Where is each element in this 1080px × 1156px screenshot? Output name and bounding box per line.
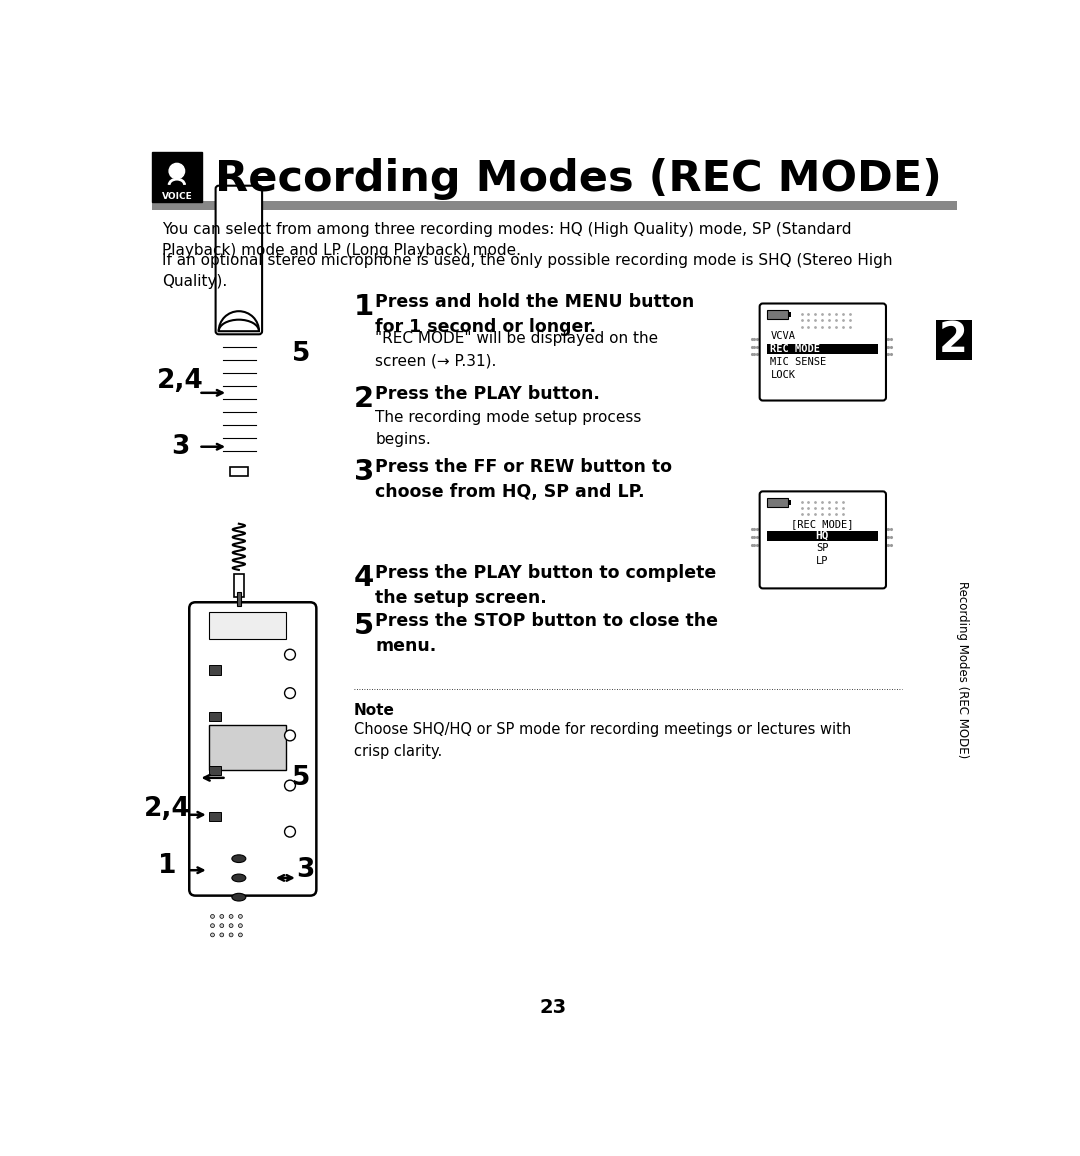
Circle shape — [284, 731, 296, 741]
Circle shape — [220, 914, 224, 918]
Text: Note: Note — [353, 703, 394, 718]
Text: 4: 4 — [353, 564, 374, 592]
Text: 3: 3 — [353, 458, 374, 487]
FancyBboxPatch shape — [216, 186, 262, 334]
Circle shape — [284, 688, 296, 698]
Text: 2,4: 2,4 — [157, 369, 203, 394]
FancyBboxPatch shape — [759, 491, 886, 588]
Ellipse shape — [232, 854, 246, 862]
Text: 5: 5 — [293, 765, 311, 791]
Text: Choose SHQ/HQ or SP mode for recording meetings or lectures with
crisp clarity.: Choose SHQ/HQ or SP mode for recording m… — [353, 722, 851, 759]
Text: SP: SP — [816, 543, 828, 554]
Text: Press the PLAY button to complete
the setup screen.: Press the PLAY button to complete the se… — [375, 564, 716, 607]
Circle shape — [211, 933, 215, 936]
Bar — [234, 573, 243, 596]
Bar — [237, 592, 241, 606]
Text: LOCK: LOCK — [770, 370, 796, 380]
Circle shape — [239, 933, 242, 936]
Circle shape — [220, 933, 224, 936]
Text: MIC SENSE: MIC SENSE — [770, 357, 827, 366]
Text: 1: 1 — [159, 853, 177, 880]
Bar — [768, 343, 878, 355]
Text: Press the STOP button to close the
menu.: Press the STOP button to close the menu. — [375, 613, 718, 655]
Bar — [787, 499, 791, 505]
Circle shape — [229, 924, 233, 927]
Text: REC MODE: REC MODE — [770, 344, 821, 354]
Text: HQ: HQ — [815, 531, 829, 541]
Bar — [768, 498, 787, 506]
Bar — [768, 531, 878, 541]
Bar — [935, 320, 972, 361]
Circle shape — [211, 914, 215, 918]
Text: 5: 5 — [353, 613, 374, 640]
Text: VOICE: VOICE — [162, 192, 192, 201]
Circle shape — [170, 163, 185, 179]
Text: VCVA: VCVA — [770, 331, 796, 341]
Bar — [152, 151, 202, 202]
Circle shape — [284, 650, 296, 660]
Text: "REC MODE" will be displayed on the
screen (→ P.31).: "REC MODE" will be displayed on the scre… — [375, 332, 659, 369]
Text: You can select from among three recording modes: HQ (High Quality) mode, SP (Sta: You can select from among three recordin… — [162, 222, 852, 259]
Bar — [208, 726, 286, 770]
Bar — [230, 467, 248, 476]
Bar — [208, 613, 286, 639]
Wedge shape — [218, 311, 259, 332]
Circle shape — [211, 924, 215, 927]
Circle shape — [220, 924, 224, 927]
FancyBboxPatch shape — [759, 304, 886, 400]
Bar — [210, 666, 221, 675]
Bar — [768, 311, 787, 319]
Circle shape — [284, 780, 296, 791]
Text: 23: 23 — [540, 998, 567, 1017]
Text: 5: 5 — [293, 341, 311, 368]
Text: 2: 2 — [353, 385, 374, 413]
FancyBboxPatch shape — [189, 602, 316, 896]
Text: 3: 3 — [171, 434, 189, 460]
Text: 3: 3 — [296, 858, 314, 883]
Ellipse shape — [232, 874, 246, 882]
Circle shape — [229, 933, 233, 936]
Text: Press and hold the MENU button
for 1 second or longer.: Press and hold the MENU button for 1 sec… — [375, 292, 694, 335]
Text: [REC MODE]: [REC MODE] — [792, 519, 853, 528]
Text: LP: LP — [816, 556, 828, 565]
Circle shape — [229, 914, 233, 918]
Text: 1: 1 — [353, 292, 374, 320]
Ellipse shape — [232, 894, 246, 901]
Text: 2,4: 2,4 — [144, 795, 191, 822]
Text: If an optional stereo microphone is used, the only possible recording mode is SH: If an optional stereo microphone is used… — [162, 253, 893, 289]
Text: 2: 2 — [939, 319, 968, 361]
Text: Recording Modes (REC MODE): Recording Modes (REC MODE) — [956, 581, 969, 758]
Bar — [210, 712, 221, 721]
Text: Press the FF or REW button to
choose from HQ, SP and LP.: Press the FF or REW button to choose fro… — [375, 458, 672, 502]
Circle shape — [239, 924, 242, 927]
Circle shape — [284, 827, 296, 837]
Circle shape — [239, 914, 242, 918]
Bar — [210, 812, 221, 821]
Text: Press the PLAY button.: Press the PLAY button. — [375, 385, 600, 403]
Bar — [152, 201, 957, 209]
Text: Recording Modes (REC MODE): Recording Modes (REC MODE) — [215, 157, 942, 200]
Bar — [787, 312, 791, 318]
Text: The recording mode setup process
begins.: The recording mode setup process begins. — [375, 409, 642, 447]
Bar — [210, 765, 221, 775]
